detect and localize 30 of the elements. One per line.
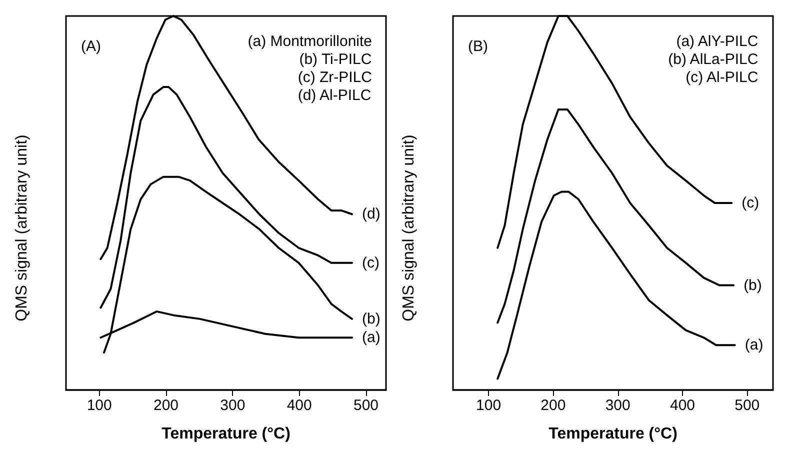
series-label: (a) (744, 336, 764, 354)
x-tick-label: 300 (220, 397, 246, 414)
x-tick-label: 500 (353, 397, 379, 414)
text: (B) (468, 38, 488, 55)
annotation: (d) Al-PILC (298, 87, 372, 104)
x-tick-label: 400 (286, 397, 312, 414)
annotation: (a) Montmorillonite (248, 33, 372, 50)
annotation: (c) Zr-PILC (298, 69, 372, 86)
x-tick-label: 300 (605, 397, 630, 414)
y-axis-title: QMS signal (arbitrary unit) (400, 134, 418, 322)
series-label: (b) (744, 276, 762, 294)
series-label: (d) (362, 206, 380, 223)
text: (A) (81, 38, 101, 55)
y-axis-title: QMS signal (arbitrary unit) (14, 134, 30, 322)
x-axis-title: Temperature (°C) (548, 426, 678, 442)
annotation: (a) AlY-PILC (676, 33, 758, 50)
annotation: (b) Ti-PILC (299, 51, 372, 68)
x-tick-label: 400 (670, 397, 696, 414)
x-axis-title: Temperature (°C) (162, 426, 290, 442)
x-tick-label: 200 (540, 397, 566, 414)
annotation: (c) Al-PILC (686, 69, 758, 86)
series-label: (b) (362, 310, 380, 328)
series-label: (c) (362, 254, 380, 272)
x-tick-label: 500 (734, 397, 760, 414)
x-tick-label: 100 (476, 397, 502, 414)
series-label: (a) (362, 329, 380, 346)
annotation: (b) AlLa-PILC (668, 51, 758, 68)
x-tick-label: 100 (86, 397, 112, 414)
series-label: (c) (742, 194, 760, 212)
x-tick-label: 200 (153, 397, 179, 414)
